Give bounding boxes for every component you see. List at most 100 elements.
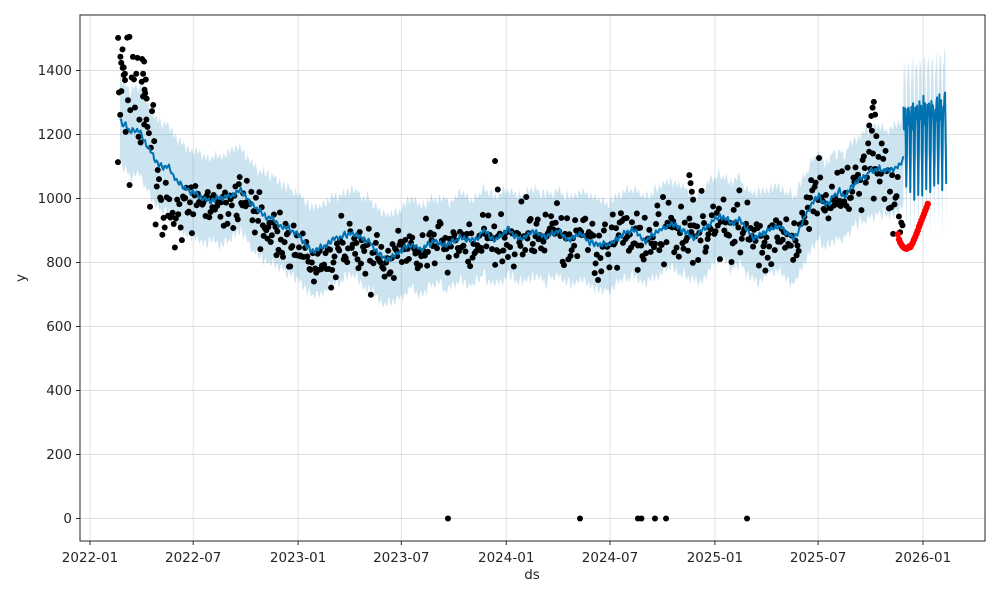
actual-point xyxy=(542,211,549,218)
x-tick-label: 2026-01 xyxy=(895,550,951,566)
actual-point xyxy=(708,212,715,219)
actual-point xyxy=(361,248,368,255)
actual-point xyxy=(170,221,177,228)
actual-point xyxy=(511,251,518,258)
actual-point xyxy=(817,174,824,181)
actual-point xyxy=(886,188,893,195)
actual-outlier-point xyxy=(686,172,693,179)
actual-point xyxy=(730,206,737,213)
actual-point xyxy=(339,239,346,246)
actual-point xyxy=(756,222,763,229)
actual-point xyxy=(200,199,207,206)
actual-point xyxy=(424,248,431,255)
actual-point xyxy=(878,140,885,147)
actual-point xyxy=(768,261,775,268)
actual-point xyxy=(373,232,380,239)
actual-point xyxy=(329,266,336,273)
actual-point xyxy=(737,249,744,256)
actual-outlier-point xyxy=(142,76,149,83)
actual-point xyxy=(206,214,213,221)
actual-point xyxy=(114,159,121,166)
actual-point xyxy=(289,243,296,250)
actual-point xyxy=(658,241,665,248)
recent-actuals-scatter xyxy=(894,200,931,252)
actual-point xyxy=(534,216,541,223)
actual-outlier-point xyxy=(117,53,124,60)
actual-point xyxy=(381,273,388,280)
actual-outlier-point xyxy=(140,70,147,77)
actual-point xyxy=(160,214,167,221)
actual-outlier-point xyxy=(119,64,126,71)
actual-point xyxy=(776,220,783,227)
actual-point xyxy=(182,194,189,201)
actual-point xyxy=(564,215,571,222)
actual-point xyxy=(856,190,863,197)
actual-point xyxy=(595,277,602,284)
actual-point xyxy=(870,195,877,202)
actual-point xyxy=(653,220,660,227)
actual-point xyxy=(523,194,530,201)
actual-point xyxy=(351,235,358,242)
actual-point xyxy=(117,111,124,118)
actual-point xyxy=(860,153,867,160)
actual-point xyxy=(858,207,865,214)
actual-point xyxy=(419,232,426,239)
gridlines xyxy=(80,15,985,541)
actual-point xyxy=(759,249,766,256)
axes: 2022-01 2022-07 2023-01 2023-07 2024-01 2024-… xyxy=(38,14,986,566)
x-tick-label: 2022-07 xyxy=(165,550,221,566)
actual-point xyxy=(192,183,199,190)
y-tick-label: 800 xyxy=(46,255,72,271)
actual-point xyxy=(151,138,158,145)
actual-point xyxy=(267,238,274,245)
actual-point xyxy=(188,230,195,237)
actual-point xyxy=(795,247,802,254)
actual-point xyxy=(558,214,565,221)
actual-point xyxy=(150,102,157,109)
actual-outlier-point xyxy=(690,196,697,203)
actual-point xyxy=(353,239,360,246)
actual-point xyxy=(750,243,757,250)
actual-point xyxy=(153,183,160,190)
actual-point xyxy=(398,259,405,266)
zero-value-point xyxy=(663,515,670,522)
actual-point xyxy=(228,202,235,209)
actual-point xyxy=(321,261,328,268)
actual-point xyxy=(495,248,502,255)
actual-point xyxy=(367,291,374,298)
actual-outlier-point xyxy=(688,188,695,195)
actual-point xyxy=(821,207,828,214)
actual-point xyxy=(377,259,384,266)
zero-value-point xyxy=(577,515,584,522)
actual-point xyxy=(445,254,452,261)
actual-point xyxy=(665,199,672,206)
actual-point xyxy=(596,232,603,239)
actual-point xyxy=(681,219,688,226)
actual-point xyxy=(656,247,663,254)
actual-point xyxy=(204,189,211,195)
actual-point xyxy=(641,214,648,221)
actual-point xyxy=(190,211,197,218)
actual-point xyxy=(841,198,848,205)
actual-point xyxy=(430,231,437,238)
actual-point xyxy=(814,210,821,217)
actual-point xyxy=(331,253,338,260)
actual-point xyxy=(802,219,809,226)
actual-point xyxy=(162,179,169,186)
actual-point xyxy=(256,189,263,196)
actual-point xyxy=(371,249,378,256)
actual-point xyxy=(274,228,281,235)
actual-point xyxy=(673,244,680,251)
actual-outlier-point xyxy=(634,266,641,273)
zero-value-point xyxy=(744,515,751,522)
actual-point xyxy=(571,242,578,249)
zero-value-point xyxy=(638,515,645,522)
actual-point xyxy=(589,220,596,227)
actual-point xyxy=(372,239,379,246)
actual-point xyxy=(133,70,140,77)
actual-point xyxy=(281,239,288,246)
actual-point xyxy=(816,154,823,161)
actual-outlier-point xyxy=(873,133,880,140)
actual-point xyxy=(734,201,741,208)
actual-point xyxy=(273,252,280,259)
